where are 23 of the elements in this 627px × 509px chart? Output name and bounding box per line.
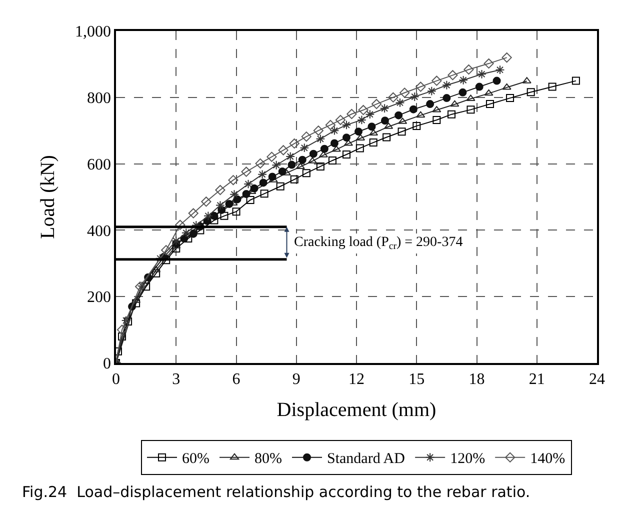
y-tick-label: 400 [87,222,112,240]
y-axis-title: Load (kN) [37,155,60,239]
x-tick-label: 15 [408,370,425,388]
legend-label: 80% [254,451,282,468]
x-tick-label: 18 [468,370,485,388]
x-tick-label: 3 [172,370,180,388]
x-tick-label: 24 [589,370,605,388]
x-tick-label: 21 [528,370,545,388]
y-tick-label: 0 [103,356,112,373]
y-tick-label: 200 [87,289,112,306]
legend-label: 140% [530,451,566,468]
y-tick-label: 800 [87,90,112,107]
legend-label: 60% [182,451,210,468]
caption: Fig.24 Load–displacement relationship according to the rebar ratio. [22,483,530,501]
legend-label: Standard AD [327,451,406,468]
y-tick-label: 1,000 [75,24,112,41]
x-axis-title: Displacement (mm) [276,398,436,421]
annotation: Cracking load (P$_{cr}$) = 290-374 [294,235,463,252]
y-tick-label: 600 [87,156,112,174]
x-tick-label: 9 [292,370,300,388]
x-tick-label: 12 [348,370,364,388]
legend-label: 120% [450,451,486,468]
x-tick-label: 6 [232,370,240,388]
